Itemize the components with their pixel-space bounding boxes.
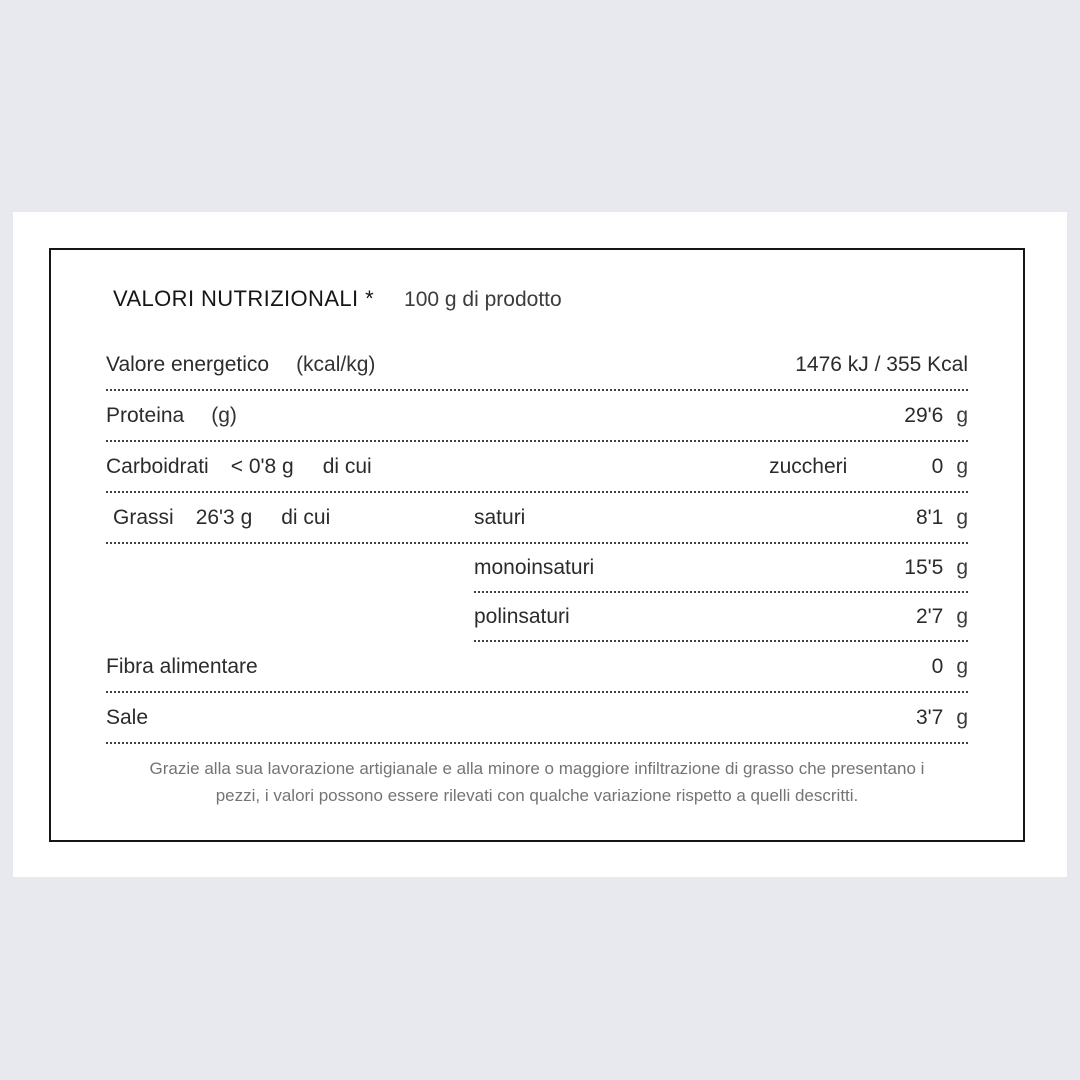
label-card: VALORI NUTRIZIONALI * 100 g di prodotto … — [13, 212, 1067, 877]
row-mid-label: saturi — [474, 505, 526, 529]
row-value: 2'7 — [915, 604, 944, 628]
row-label: Carboidrati — [106, 454, 209, 478]
row-carboidrati: Carboidrati < 0'8 g di cui zuccheri 0 g — [106, 442, 968, 493]
row-monoinsaturi: monoinsaturi 15'5 g — [106, 544, 968, 593]
row-fibra-alimentare: Fibra alimentare 0 g — [106, 642, 968, 693]
row-label-group: Valore energetico (kcal/kg) — [106, 340, 375, 389]
row-label-group: Proteina (g) — [106, 391, 237, 440]
row-unit-note: (g) — [211, 403, 237, 427]
row-proteina: Proteina (g) 29'6 g — [106, 391, 968, 442]
row-value: 15'5 — [904, 555, 944, 579]
header: VALORI NUTRIZIONALI * 100 g di prodotto — [106, 286, 968, 312]
row-value-group: zuccheri 0 g — [769, 442, 968, 491]
row-label-group: Fibra alimentare — [106, 642, 258, 691]
row-value: 3'7 — [915, 705, 944, 729]
row-unit: g — [956, 654, 968, 678]
footnote: Grazie alla sua lavorazione artigianale … — [106, 755, 968, 809]
row-sale: Sale 3'7 g — [106, 693, 968, 744]
row-unit: g — [956, 505, 968, 529]
row-value: 0 — [931, 454, 944, 478]
row-spacer — [106, 593, 474, 642]
row-unit: g — [956, 604, 968, 628]
row-label: Grassi — [113, 505, 174, 529]
row-di-cui: di cui — [281, 505, 331, 529]
row-label: Fibra alimentare — [106, 654, 258, 678]
row-valore-energetico: Valore energetico (kcal/kg) 1476 kJ / 35… — [106, 340, 968, 391]
row-value: 8'1 — [915, 505, 944, 529]
row-grassi-saturi: Grassi 26'3 g di cui saturi 8'1 g — [106, 493, 968, 544]
row-label-group: Carboidrati < 0'8 g di cui — [106, 442, 372, 491]
row-value: 29'6 — [904, 403, 944, 427]
row-label: Valore energetico — [106, 352, 270, 376]
row-sub-label: zuccheri — [769, 454, 848, 478]
row-label-group: Grassi 26'3 g di cui — [106, 493, 474, 542]
row-spacer — [106, 544, 474, 593]
row-quantity: 26'3 g — [195, 505, 253, 529]
row-unit: g — [956, 555, 968, 579]
row-mid-group: saturi 8'1 g — [474, 493, 968, 542]
row-mid-group: polinsaturi 2'7 g — [474, 593, 968, 642]
nutrition-table: Valore energetico (kcal/kg) 1476 kJ / 35… — [106, 340, 968, 744]
row-di-cui: di cui — [322, 454, 372, 478]
page-title: VALORI NUTRIZIONALI * — [113, 286, 375, 311]
row-unit: g — [956, 454, 968, 478]
row-unit: g — [956, 705, 968, 729]
row-label: Proteina — [106, 403, 185, 427]
row-value: 1476 kJ / 355 Kcal — [795, 352, 968, 376]
footnote-line-2: pezzi, i valori possono essere rilevati … — [215, 786, 859, 805]
row-label-group: Sale — [106, 693, 148, 742]
row-value-group: 0 g — [899, 642, 968, 691]
row-unit-note: (kcal/kg) — [296, 352, 376, 376]
row-polinsaturi: polinsaturi 2'7 g — [106, 593, 968, 642]
row-value-group: 1476 kJ / 355 Kcal — [795, 340, 968, 389]
row-label: Sale — [106, 705, 149, 729]
row-value: 0 — [931, 654, 944, 678]
row-mid-group: monoinsaturi 15'5 g — [474, 544, 968, 593]
row-value-group: 3'7 g — [899, 693, 968, 742]
nutrition-box: VALORI NUTRIZIONALI * 100 g di prodotto … — [49, 248, 1025, 842]
row-value-group: 29'6 g — [899, 391, 968, 440]
row-mid-label: polinsaturi — [474, 604, 570, 628]
row-mid-label: monoinsaturi — [474, 555, 595, 579]
footnote-line-1: Grazie alla sua lavorazione artigianale … — [149, 759, 925, 778]
serving-size: 100 g di prodotto — [404, 288, 562, 311]
row-quantity: < 0'8 g — [230, 454, 294, 478]
row-unit: g — [956, 403, 968, 427]
